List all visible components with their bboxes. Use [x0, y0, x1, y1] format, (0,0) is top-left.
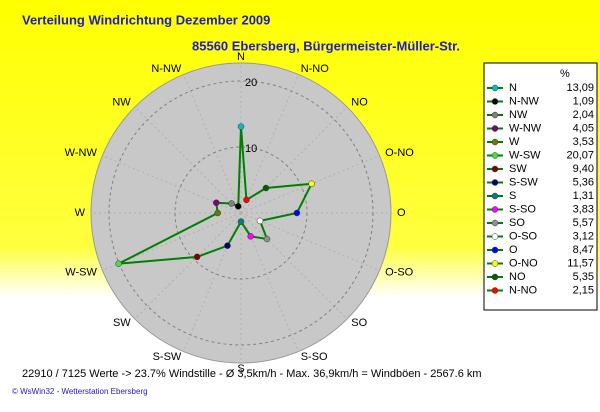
spoke: [134, 212, 242, 320]
legend-label: W: [509, 136, 520, 148]
legend-marker: [491, 165, 499, 173]
direction-label: N-NO: [301, 63, 330, 75]
data-point: [213, 199, 220, 207]
legend-value: 13,09: [566, 82, 594, 94]
legend-value: 2,04: [573, 109, 594, 121]
legend-value: 8,47: [573, 244, 594, 256]
legend-label: O-NO: [509, 257, 538, 269]
grid-ring: [108, 80, 374, 346]
legend-marker: [491, 98, 499, 105]
legend-marker: [491, 287, 499, 294]
data-point: [115, 260, 122, 267]
legend-marker: [491, 138, 499, 146]
legend-label: N-NO: [509, 284, 538, 296]
legend-value: 2,15: [573, 284, 594, 296]
direction-label: SO: [351, 317, 367, 329]
data-point: [214, 209, 221, 217]
spoke: [134, 106, 242, 214]
direction-label: N-NW: [151, 63, 182, 75]
legend-value: 5,35: [573, 271, 594, 283]
spoke: [240, 106, 348, 214]
data-point: [263, 235, 271, 243]
direction-label: W-NW: [65, 147, 98, 159]
legend-label: O: [509, 244, 518, 256]
data-point: [293, 209, 301, 217]
chart-title: Verteilung Windrichtung Dezember 2009: [22, 12, 270, 27]
legend-box: [483, 62, 598, 311]
direction-label: O-NO: [385, 147, 414, 159]
direction-label: W-SW: [65, 267, 97, 279]
legend-label: NO: [509, 271, 526, 283]
data-point: [193, 253, 201, 261]
legend-label: W-SW: [509, 149, 541, 161]
spoke: [240, 212, 348, 320]
direction-label: SW: [113, 317, 131, 329]
legend-value: 3,53: [573, 136, 594, 148]
legend-marker: [491, 111, 499, 119]
data-point: [237, 123, 245, 130]
direction-label: NW: [112, 97, 131, 109]
legend-value: 1,31: [573, 190, 594, 202]
legend-marker: [491, 84, 499, 92]
legend-label: SW: [509, 163, 527, 175]
data-point: [243, 196, 250, 204]
r-tick-label: 20: [245, 77, 257, 89]
credit: © WsWin32 - Wetterstation Ebersberg: [12, 387, 148, 396]
data-point: [256, 217, 264, 225]
legend-marker: [491, 192, 499, 200]
legend-label: NW: [509, 109, 528, 121]
legend-label: W-NW: [509, 122, 542, 134]
direction-label: O: [397, 207, 406, 219]
footer: 22910 / 7125 Werte -> 23.7% Windstille -…: [22, 368, 482, 380]
data-point: [224, 242, 231, 249]
legend-value: 20,07: [566, 149, 594, 161]
legend-marker: [491, 273, 499, 281]
legend-label: SO: [509, 217, 525, 229]
legend-marker: [491, 206, 499, 213]
data-point: [262, 184, 270, 192]
legend-marker: [491, 233, 499, 240]
legend-value: 4,05: [573, 122, 594, 134]
legend-label: S: [509, 190, 516, 202]
legend-value: 3,83: [573, 203, 594, 215]
legend-value: 3,12: [573, 230, 594, 242]
legend-label: N: [509, 82, 517, 94]
legend-marker: [491, 260, 499, 267]
grid-ring: [174, 146, 308, 280]
data-point: [234, 203, 242, 210]
legend-label: S-SO: [509, 203, 536, 215]
legend-value: 1,09: [573, 95, 594, 107]
legend-marker: [491, 179, 499, 186]
legend-value: 5,57: [573, 217, 594, 229]
legend-value: 11,57: [567, 257, 594, 269]
legend-label: N-NW: [509, 95, 540, 107]
legend-marker: [491, 125, 499, 132]
direction-label: S-SW: [153, 351, 182, 363]
data-point: [308, 180, 315, 188]
direction-label: NO: [351, 97, 368, 109]
legend-value: 9,40: [573, 163, 594, 175]
chart-subtitle: 85560 Ebersberg, Bürgermeister-Müller-St…: [192, 38, 460, 53]
direction-label: W: [75, 207, 86, 219]
legend-header: %: [560, 68, 570, 80]
legend-value: 5,36: [573, 176, 594, 188]
legend-marker: [491, 152, 499, 159]
spoke: [240, 212, 380, 271]
direction-label: N: [237, 51, 245, 63]
direction-label: S-SO: [301, 351, 328, 363]
direction-label: O-SO: [385, 267, 414, 279]
r-tick-label: 10: [245, 143, 257, 155]
spoke: [240, 74, 299, 214]
data-point: [237, 218, 245, 225]
legend-marker: [491, 219, 499, 227]
legend-label: S-SW: [509, 176, 538, 188]
data-point: [228, 200, 235, 207]
spoke: [183, 74, 242, 214]
legend-marker: [491, 246, 499, 254]
direction-label: S: [237, 363, 244, 375]
legend-label: O-SO: [509, 230, 538, 242]
spoke: [183, 212, 242, 352]
data-point: [247, 233, 254, 240]
